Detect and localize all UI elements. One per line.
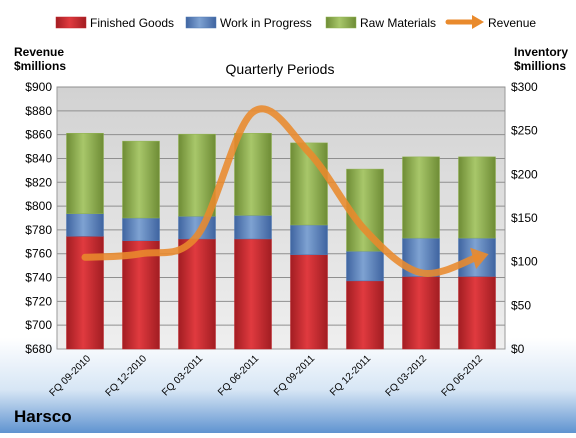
bar-finished-goods <box>66 236 104 350</box>
right-axis-ticks: $0 $50 $100 $150 $200 $250 $300 <box>511 80 538 356</box>
bar-raw-materials <box>402 156 440 239</box>
left-tick-label: $740 <box>25 271 52 285</box>
left-tick-label: $900 <box>25 80 52 94</box>
bar-finished-goods <box>402 276 440 350</box>
legend-label: Work in Progress <box>220 16 312 30</box>
left-tick-label: $720 <box>25 294 52 308</box>
left-axis-ticks: $680 $700 $720 $740 $760 $780 $800 $820 $840 $860… <box>25 80 52 356</box>
left-tick-label: $700 <box>25 318 52 332</box>
left-tick-label: $860 <box>25 128 52 142</box>
right-axis-title-line2: $millions <box>514 59 566 73</box>
legend-label: Revenue <box>488 16 536 30</box>
legend-swatch <box>55 16 87 29</box>
legend-swatch <box>325 16 357 29</box>
revenue-arrowhead <box>470 247 489 269</box>
left-tick-label: $760 <box>25 247 52 261</box>
left-tick-label: $680 <box>25 342 52 356</box>
revenue-line <box>81 105 489 278</box>
bar-raw-materials <box>458 156 496 239</box>
right-axis-title-line1: Inventory <box>514 45 568 59</box>
revenue-line-path <box>81 105 481 278</box>
bar-finished-goods <box>346 280 384 350</box>
left-tick-label: $780 <box>25 223 52 237</box>
legend: Finished Goods Work in Progress Raw Materi… <box>55 15 536 30</box>
legend-arrowhead <box>472 15 484 29</box>
right-tick-label: $300 <box>511 80 538 94</box>
bar-work-in-progress <box>234 215 272 240</box>
right-tick-label: $250 <box>511 124 538 138</box>
bar-work-in-progress <box>346 250 384 282</box>
right-tick-label: $50 <box>511 298 531 312</box>
legend-swatch <box>185 16 217 29</box>
right-tick-label: $100 <box>511 255 538 269</box>
left-tick-label: $880 <box>25 104 52 118</box>
left-tick-label: $800 <box>25 199 52 213</box>
left-axis-title-line2: $millions <box>14 59 66 73</box>
bar-raw-materials <box>178 133 216 217</box>
bar-raw-materials <box>122 140 160 219</box>
bar-work-in-progress <box>122 217 160 241</box>
chart-title: Quarterly Periods <box>226 61 335 77</box>
bar-finished-goods <box>290 254 328 350</box>
bar-finished-goods <box>458 276 496 350</box>
legend-item-work-in-progress: Work in Progress <box>185 16 312 30</box>
bar-raw-materials <box>66 133 104 214</box>
bar-work-in-progress <box>66 213 104 237</box>
right-tick-label: $0 <box>511 342 525 356</box>
legend-label: Finished Goods <box>90 16 174 30</box>
company-name: Harsco <box>14 407 72 426</box>
legend-item-revenue: Revenue <box>445 15 536 30</box>
right-tick-label: $200 <box>511 167 538 181</box>
legend-label: Raw Materials <box>360 16 436 30</box>
right-tick-label: $150 <box>511 211 538 225</box>
left-tick-label: $820 <box>25 175 52 189</box>
legend-item-finished-goods: Finished Goods <box>55 16 174 30</box>
bar-raw-materials <box>234 133 272 216</box>
bar-finished-goods <box>178 238 216 350</box>
legend-item-raw-materials: Raw Materials <box>325 16 436 30</box>
bar-finished-goods <box>234 238 272 350</box>
left-tick-label: $840 <box>25 151 52 165</box>
left-axis-title-line1: Revenue <box>14 45 64 59</box>
bar-work-in-progress <box>290 224 328 255</box>
